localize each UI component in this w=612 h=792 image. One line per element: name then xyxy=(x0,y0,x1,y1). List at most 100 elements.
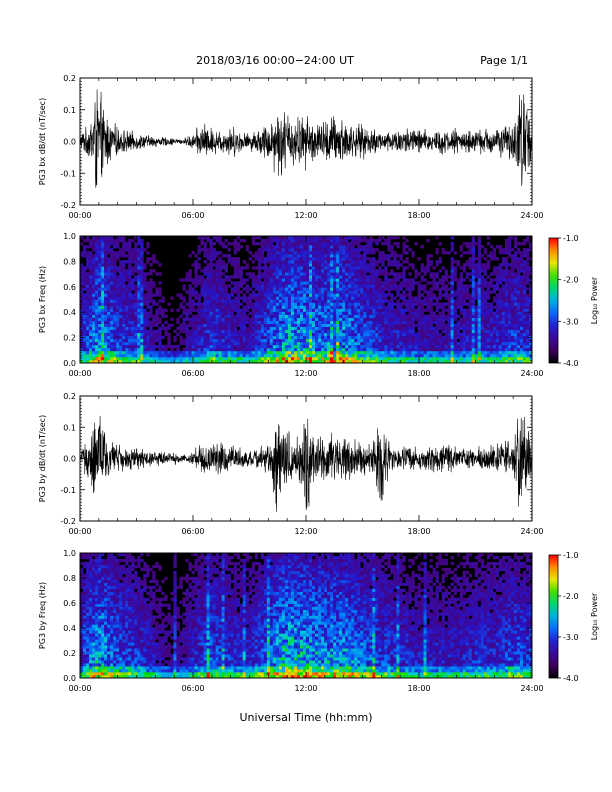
spectrogram-cell xyxy=(221,299,225,303)
spectrogram-cell xyxy=(209,338,213,343)
spectrogram-cell xyxy=(128,263,132,267)
spectrogram-cell xyxy=(269,293,274,297)
spectrogram-cell xyxy=(95,323,99,328)
spectrogram-cell xyxy=(363,314,367,318)
spectrogram-cell xyxy=(122,275,126,279)
spectrogram-cell xyxy=(459,281,463,285)
spectrogram-cell xyxy=(339,359,343,364)
spectrogram-cell xyxy=(260,317,265,321)
spectrogram-cell xyxy=(302,284,307,288)
spectrogram-cell xyxy=(411,341,415,346)
spectrogram-cell xyxy=(200,242,204,246)
spectrogram-cell xyxy=(290,335,295,340)
spectrogram-cell xyxy=(194,317,198,321)
spectrogram-cell xyxy=(80,254,84,258)
spectrogram-cell xyxy=(345,311,349,315)
spectrogram-cell xyxy=(296,248,301,252)
spectrogram-cell xyxy=(438,341,442,346)
spectrogram-cell xyxy=(357,296,361,300)
spectrogram-cell xyxy=(498,350,503,355)
spectrogram-cell xyxy=(444,308,448,312)
spectrogram-cell xyxy=(492,314,497,318)
spectrogram-cell xyxy=(266,353,271,358)
spectrogram-cell xyxy=(324,350,328,355)
spectrogram-cell xyxy=(339,335,343,340)
spectrogram-cell xyxy=(396,299,400,303)
spectrogram-cell xyxy=(221,242,225,246)
spectrogram-cell xyxy=(146,287,150,291)
spectrogram-cell xyxy=(95,356,99,361)
spectrogram-cell xyxy=(357,353,361,358)
spectrogram-cell xyxy=(128,353,132,358)
spectrogram-cell xyxy=(209,335,213,340)
spectrogram-cell xyxy=(296,326,301,331)
spectrogram-cell xyxy=(107,335,111,340)
spectrogram-cell xyxy=(245,341,250,346)
spectrogram-cell xyxy=(378,350,382,355)
spectrogram-cell xyxy=(420,344,424,349)
spectrogram-cell xyxy=(477,323,482,328)
spectrogram-cell xyxy=(375,329,379,334)
spectrogram-cell xyxy=(327,266,331,270)
spectrogram-cell xyxy=(119,311,123,315)
spectrogram-cell xyxy=(369,278,373,282)
spectrogram-cell xyxy=(89,311,93,315)
spectrogram-cell xyxy=(137,293,141,297)
spectrogram-cell xyxy=(345,239,349,243)
spectrogram-cell xyxy=(447,329,451,334)
spectrogram-cell xyxy=(197,332,201,337)
spectrogram-cell xyxy=(269,254,274,258)
spectrogram-cell xyxy=(302,347,307,352)
spectrogram-cell xyxy=(224,359,228,364)
spectrogram-cell xyxy=(408,359,412,364)
spectrogram-cell xyxy=(113,326,117,331)
spectrogram-cell xyxy=(351,320,355,324)
spectrogram-cell xyxy=(86,335,90,340)
spectrogram-cell xyxy=(275,317,280,321)
spectrogram-cell xyxy=(149,290,153,294)
spectrogram-cell xyxy=(245,272,250,276)
spectrogram-cell xyxy=(312,350,316,355)
spectrogram-cell xyxy=(131,350,135,355)
spectrogram-cell xyxy=(333,278,337,282)
spectrogram-cell xyxy=(339,266,343,270)
spectrogram-cell xyxy=(281,317,286,321)
spectrogram-cell xyxy=(299,245,304,249)
spectrogram-cell xyxy=(333,248,337,252)
spectrogram-cell xyxy=(185,290,189,294)
spectrogram-cell xyxy=(339,293,343,297)
spectrogram-cell xyxy=(396,290,400,294)
spectrogram-cell xyxy=(348,323,352,328)
spectrogram-cell xyxy=(215,287,219,291)
spectrogram-cell xyxy=(233,332,237,337)
spectrogram-cell xyxy=(378,320,382,324)
spectrogram-cell xyxy=(324,251,328,255)
spectrogram-cell xyxy=(296,272,301,276)
spectrogram-cell xyxy=(95,251,99,255)
spectrogram-cell xyxy=(429,311,433,315)
spectrogram-cell xyxy=(299,335,304,340)
spectrogram-cell xyxy=(468,356,473,361)
spectrogram-cell xyxy=(101,275,105,279)
spectrogram-cell xyxy=(450,329,454,334)
spectrogram-cell xyxy=(438,317,442,321)
spectrogram-cell xyxy=(309,296,313,300)
spectrogram-cell xyxy=(146,359,150,364)
spectrogram-cell xyxy=(405,278,409,282)
spectrogram-cell xyxy=(315,350,319,355)
spectrogram-cell xyxy=(351,308,355,312)
spectrogram-cell xyxy=(80,332,84,337)
spectrogram-cell xyxy=(194,347,198,352)
spectrogram-cell xyxy=(101,263,105,267)
spectrogram-cell xyxy=(396,272,400,276)
spectrogram-cell xyxy=(239,323,244,328)
spectrogram-cell xyxy=(423,335,427,340)
spectrogram-cell xyxy=(339,323,343,328)
spectrogram-cell xyxy=(278,311,283,315)
spectrogram-cell xyxy=(101,311,105,315)
spectrogram-cell xyxy=(197,308,201,312)
spectrogram-cell xyxy=(212,323,216,328)
spectrogram-cell xyxy=(206,332,210,337)
spectrogram-cell xyxy=(306,287,310,291)
spectrogram-cell xyxy=(257,314,262,318)
